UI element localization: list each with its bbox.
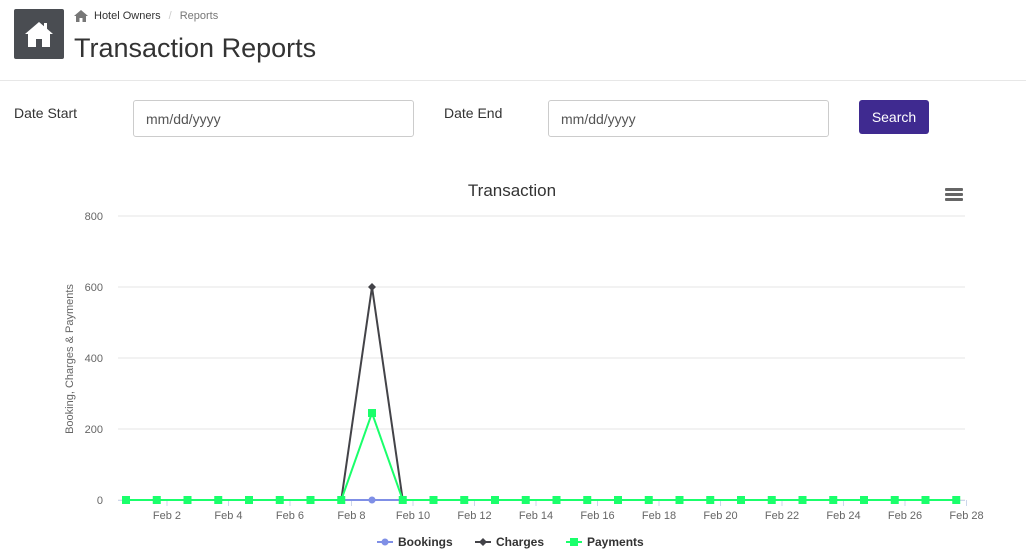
x-tick-label: Feb 22 <box>765 510 799 522</box>
breadcrumb: Hotel Owners / Reports <box>74 10 218 22</box>
charges-point <box>368 283 376 291</box>
chart-menu-icon[interactable] <box>944 187 964 205</box>
page-title: Transaction Reports <box>74 33 317 63</box>
payments-point <box>737 496 745 504</box>
payments-point <box>644 496 653 504</box>
x-tick-label: Feb 26 <box>888 510 922 522</box>
x-axis-ticks: Feb 2 Feb 4 Feb 6 Feb 8 Feb 10 Feb 12 Feb 14 Fe… <box>153 500 984 522</box>
payments-point <box>214 496 223 504</box>
breadcrumb-home-icon[interactable] <box>74 10 88 22</box>
y-axis-ticks: 0 200 400 600 800 <box>85 211 103 507</box>
payments-point <box>245 496 253 504</box>
x-tick-label: Feb 6 <box>276 510 304 522</box>
payments-point <box>890 496 899 504</box>
payments-point <box>398 496 407 504</box>
payments-series-line <box>126 410 957 501</box>
payments-point <box>368 409 376 418</box>
x-tick-label: Feb 10 <box>396 510 430 522</box>
payments-point <box>491 496 499 504</box>
payments-point <box>122 496 130 504</box>
legend-charges-label[interactable]: Charges <box>496 535 544 549</box>
breadcrumb-hotel-owners[interactable]: Hotel Owners <box>94 10 161 22</box>
payments-point <box>521 496 530 504</box>
x-tick-label: Feb 24 <box>826 510 860 522</box>
legend-payments-label[interactable]: Payments <box>587 535 644 549</box>
transaction-chart: 0 200 400 600 800 Feb 2 Feb 4 Feb 6 Feb 8 Feb 10… <box>64 181 984 549</box>
payments-point <box>460 496 469 504</box>
payments-point <box>552 496 561 504</box>
y-tick-label: 800 <box>85 211 103 223</box>
payments-point <box>798 496 807 504</box>
y-tick-label: 600 <box>85 282 103 294</box>
x-tick-label: Feb 2 <box>153 510 181 522</box>
y-axis-label: Booking, Charges & Payments <box>64 284 76 434</box>
home-icon <box>25 22 53 47</box>
payments-point <box>860 496 868 504</box>
bookings-point <box>368 496 376 504</box>
date-start-label: Date Start <box>14 105 78 121</box>
payments-point <box>706 496 715 504</box>
date-end-input[interactable] <box>548 100 829 137</box>
search-button[interactable]: Search <box>859 100 929 134</box>
payments-point <box>183 496 192 504</box>
y-tick-label: 400 <box>85 353 103 365</box>
payments-point <box>829 496 838 504</box>
chart-legend: Bookings Charges Payments <box>377 535 644 549</box>
date-start-input[interactable] <box>133 100 414 137</box>
chart-title: Transaction <box>468 181 556 200</box>
page-header: Hotel Owners / Reports Transaction Repor… <box>0 0 1026 81</box>
x-tick-label: Feb 8 <box>337 510 365 522</box>
payments-point <box>952 496 961 504</box>
breadcrumb-reports: Reports <box>179 10 219 22</box>
date-end-label: Date End <box>444 105 503 121</box>
payments-point <box>152 496 161 504</box>
legend-bookings-label[interactable]: Bookings <box>398 535 453 549</box>
x-tick-label: Feb 20 <box>703 510 737 522</box>
x-tick-label: Feb 16 <box>580 510 614 522</box>
payments-point <box>306 496 315 504</box>
payments-point <box>429 496 438 504</box>
x-tick-label: Feb 4 <box>214 510 242 522</box>
legend-charges-marker <box>479 538 487 546</box>
payments-point <box>675 496 684 504</box>
payments-point <box>614 496 622 504</box>
chart-grid <box>118 215 965 501</box>
y-tick-label: 0 <box>97 495 103 507</box>
x-tick-label: Feb 28 <box>949 510 983 522</box>
legend-bookings-marker <box>381 538 389 546</box>
x-tick-label: Feb 18 <box>642 510 676 522</box>
y-tick-label: 200 <box>85 424 103 436</box>
breadcrumb-separator: / <box>168 10 172 22</box>
payments-point <box>921 496 930 504</box>
chart-series <box>122 283 961 504</box>
x-tick-label: Feb 14 <box>519 510 553 522</box>
payments-point <box>767 496 776 504</box>
legend-payments-marker <box>570 538 578 546</box>
home-button[interactable] <box>14 9 64 59</box>
payments-point <box>337 496 346 504</box>
payments-point <box>275 496 284 504</box>
charges-series-line <box>126 286 957 501</box>
x-tick-label: Feb 12 <box>457 510 491 522</box>
payments-point <box>583 496 592 504</box>
